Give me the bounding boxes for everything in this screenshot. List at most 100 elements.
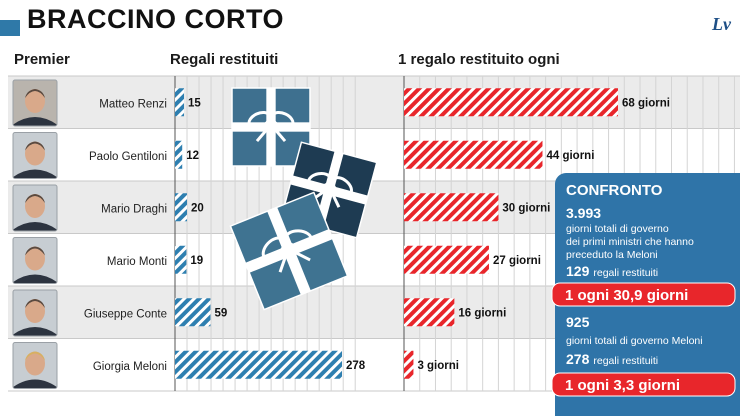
gifts-bar	[175, 245, 187, 274]
portrait-photo	[13, 132, 57, 179]
portrait-face	[25, 246, 45, 271]
gifts-value-label: 278	[346, 360, 366, 372]
frequency-bar	[404, 140, 543, 169]
comparison-gifts-text: regali restituiti	[593, 267, 658, 279]
comparison-highlight-box	[551, 282, 736, 307]
comparison-meloni-days: 925	[566, 314, 590, 330]
premier-name: Mario Draghi	[101, 203, 167, 215]
premier-name: Matteo Renzi	[99, 98, 167, 110]
frequency-bar	[404, 298, 455, 327]
gifts-value-label: 19	[190, 255, 203, 267]
portrait-shoulders	[13, 327, 57, 336]
gifts-bar	[175, 298, 211, 327]
portrait-frame	[12, 184, 58, 232]
premier-name: Paolo Gentiloni	[89, 151, 167, 163]
portrait-hair	[25, 299, 45, 308]
gifts-value-label: 12	[186, 150, 199, 162]
comparison-text: dei primi ministri che hanno	[566, 236, 694, 248]
frequency-bar	[404, 350, 414, 379]
portrait-face	[25, 299, 45, 323]
portrait-photo	[13, 80, 57, 126]
portrait-photo	[13, 290, 57, 336]
portrait-frame	[12, 289, 58, 337]
portrait-frame	[12, 132, 58, 179]
gifts-value-label: 59	[214, 307, 227, 319]
portrait-face	[25, 89, 45, 113]
gift-bow-loop	[284, 229, 313, 248]
frequency-bar	[404, 88, 618, 117]
gifts-value-label: 15	[188, 97, 201, 109]
comparison-text: giorni totali di governo Meloni	[566, 335, 703, 347]
portrait-hair	[25, 89, 45, 98]
premier-name: Giorgia Meloni	[93, 361, 167, 373]
portrait-shoulders	[13, 274, 57, 284]
portrait-photo	[13, 237, 57, 284]
portrait-frame	[12, 79, 58, 127]
comparison-highlight-text: 1 ogni 30,9 giorni	[565, 287, 688, 304]
portrait-face	[25, 141, 45, 166]
comparison-gifts-text: regali restituiti	[593, 355, 658, 367]
gift-bow-loop	[307, 171, 332, 189]
premier-name: Mario Monti	[107, 256, 167, 268]
portrait-icon	[12, 79, 58, 127]
gift-bow-loop	[331, 176, 353, 197]
frequency-value-label: 16 giorni	[458, 307, 506, 319]
portrait-hair	[25, 246, 45, 256]
portrait-icon	[12, 342, 58, 389]
portrait-frame	[12, 237, 58, 284]
frequency-value-label: 3 giorni	[417, 360, 459, 372]
gift-icon	[229, 191, 349, 311]
gifts-bar	[175, 350, 342, 379]
portrait-photo	[13, 342, 57, 389]
portrait-photo	[13, 185, 57, 231]
gift-bow-knot	[283, 245, 295, 257]
portrait-hair	[25, 351, 45, 361]
comparison-text: giorni totali di governo	[566, 223, 669, 235]
portrait-face	[25, 194, 45, 218]
frequency-bar	[404, 193, 499, 222]
gift-bow-loop	[247, 110, 272, 130]
frequency-value-label: 68 giorni	[622, 97, 670, 109]
comparison-highlight-box	[551, 372, 736, 397]
frequency-value-label: 30 giorni	[502, 202, 550, 214]
portrait-shoulders	[13, 169, 57, 179]
gifts-value-label: 20	[191, 202, 204, 214]
frequency-bar	[404, 245, 489, 274]
gifts-bar	[175, 88, 185, 117]
title-accent	[0, 20, 20, 36]
portrait-icon	[12, 184, 58, 232]
premier-name: Giuseppe Conte	[84, 308, 167, 320]
frequency-value-label: 27 giorni	[493, 255, 541, 267]
gifts-bar	[175, 193, 188, 222]
column-header-premier: Premier	[14, 51, 70, 68]
gift-icon	[231, 87, 311, 167]
gifts-bar	[175, 140, 183, 169]
gift-bow-knot	[324, 185, 334, 195]
portrait-face	[25, 351, 45, 376]
gift-bow-knot	[266, 122, 276, 132]
comparison-highlight-text: 1 ogni 3,3 giorni	[565, 377, 680, 394]
comparison-text: preceduto la Meloni	[566, 249, 658, 261]
portrait-shoulders	[13, 379, 57, 389]
portrait-hair	[25, 194, 45, 203]
portrait-hair	[25, 141, 45, 151]
portrait-shoulders	[13, 117, 57, 126]
comparison-gifts: 278 regali restituiti	[566, 351, 658, 367]
column-header-frequency: 1 regalo restituito ogni	[398, 51, 560, 68]
column-header-gifts: Regali restituiti	[170, 51, 279, 68]
comparison-gifts: 129 regali restituiti	[566, 263, 658, 279]
portrait-shoulders	[13, 222, 57, 231]
chart-title: BRACCINO CORTO	[27, 4, 285, 34]
portrait-icon	[12, 132, 58, 179]
title-bar: BRACCINO CORTO Lv	[0, 0, 740, 36]
gift-bow-loop	[270, 110, 295, 130]
logo: Lv	[712, 14, 731, 34]
portrait-icon	[12, 237, 58, 284]
comparison-gifts-number: 278	[566, 351, 590, 367]
comparison-total-days: 3.993	[566, 205, 601, 221]
portrait-frame	[12, 342, 58, 389]
gift-bow-loop	[261, 236, 286, 261]
frequency-value-label: 44 giorni	[546, 150, 594, 162]
comparison-title: CONFRONTO	[566, 182, 663, 199]
